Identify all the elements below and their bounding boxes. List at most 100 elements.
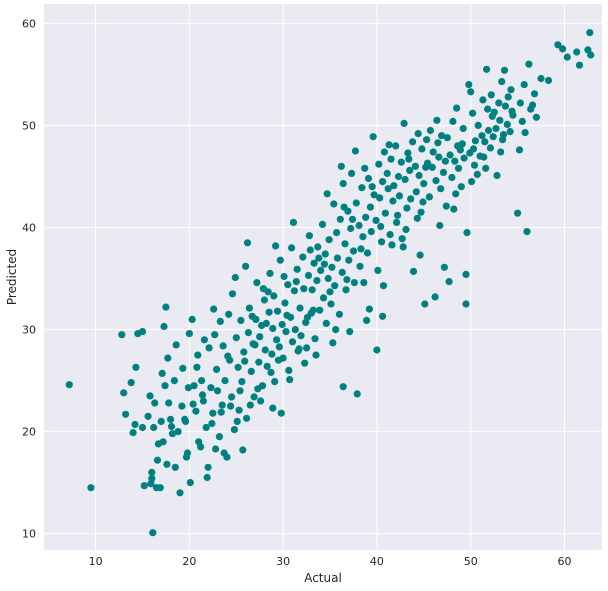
data-point — [395, 192, 403, 200]
data-point — [374, 266, 382, 274]
data-point — [377, 222, 385, 231]
data-point — [277, 409, 285, 417]
data-point — [379, 312, 387, 320]
data-point — [167, 422, 176, 431]
data-point — [288, 244, 296, 252]
data-point — [489, 133, 497, 141]
data-point — [161, 382, 169, 390]
data-point — [184, 384, 192, 392]
data-point — [300, 285, 308, 293]
data-point — [523, 228, 531, 236]
data-point — [316, 306, 324, 314]
data-point — [235, 406, 243, 414]
data-point — [231, 273, 239, 282]
data-point — [212, 445, 220, 453]
y-tick-label: 60 — [22, 17, 36, 30]
data-point — [437, 185, 445, 193]
data-point — [387, 155, 395, 163]
data-point — [129, 429, 137, 437]
x-tick-label: 20 — [182, 555, 196, 568]
data-point — [366, 203, 374, 211]
data-point — [496, 116, 504, 124]
data-point — [520, 81, 528, 89]
data-point — [488, 112, 496, 120]
data-point — [426, 126, 434, 135]
data-point — [309, 306, 317, 314]
data-point — [375, 160, 383, 168]
data-point — [381, 209, 389, 217]
data-point — [255, 358, 263, 366]
data-point — [340, 203, 348, 211]
data-point — [420, 180, 428, 188]
data-point — [498, 78, 506, 86]
data-point — [295, 345, 303, 353]
data-point — [282, 328, 290, 336]
data-point — [273, 336, 281, 344]
data-point — [339, 180, 347, 188]
data-point — [163, 460, 171, 468]
data-point — [172, 341, 180, 349]
data-point — [559, 45, 567, 53]
data-point — [470, 161, 479, 169]
data-point — [425, 193, 433, 201]
data-point — [456, 146, 464, 154]
data-point — [312, 351, 320, 359]
data-point — [484, 105, 492, 113]
data-point — [399, 243, 407, 251]
data-point — [486, 144, 494, 152]
data-point — [343, 276, 351, 284]
data-point — [397, 158, 405, 166]
data-point — [254, 385, 262, 393]
data-point — [220, 449, 228, 457]
data-point — [341, 240, 349, 248]
data-point — [284, 281, 292, 289]
data-point — [168, 430, 177, 438]
data-point — [452, 190, 460, 198]
data-point — [146, 392, 154, 400]
data-point — [454, 164, 463, 172]
data-point — [257, 397, 265, 405]
data-point — [481, 138, 489, 146]
data-point — [514, 209, 522, 217]
data-point — [379, 178, 387, 186]
data-point — [349, 247, 358, 255]
data-point — [275, 343, 283, 351]
data-point — [224, 352, 232, 360]
data-point — [213, 365, 221, 373]
data-point — [402, 225, 410, 234]
data-point — [333, 229, 341, 237]
data-point — [331, 282, 339, 290]
data-point — [265, 308, 273, 316]
data-point — [217, 408, 225, 416]
data-point — [256, 333, 264, 341]
data-point — [339, 383, 347, 391]
data-point — [228, 290, 237, 298]
data-point — [353, 390, 361, 398]
data-point — [441, 157, 449, 165]
data-point — [240, 348, 248, 356]
data-point — [493, 171, 501, 180]
data-point — [274, 356, 283, 364]
data-point — [359, 233, 367, 241]
data-point — [501, 102, 509, 110]
data-point — [389, 197, 397, 205]
data-point — [306, 246, 314, 254]
data-point — [363, 316, 371, 324]
data-point — [247, 367, 255, 375]
data-point — [422, 163, 430, 171]
data-point — [120, 389, 128, 397]
data-point — [352, 199, 360, 207]
data-point — [336, 215, 344, 223]
data-point — [239, 446, 247, 454]
data-point — [448, 173, 456, 182]
data-point — [460, 154, 468, 162]
data-point — [233, 417, 241, 425]
data-point — [167, 415, 175, 423]
data-point — [328, 263, 336, 271]
data-point — [325, 236, 333, 244]
data-point — [434, 139, 442, 147]
data-point — [151, 399, 159, 407]
data-point — [355, 221, 363, 230]
data-point — [404, 149, 412, 157]
x-tick-label: 40 — [370, 555, 384, 568]
